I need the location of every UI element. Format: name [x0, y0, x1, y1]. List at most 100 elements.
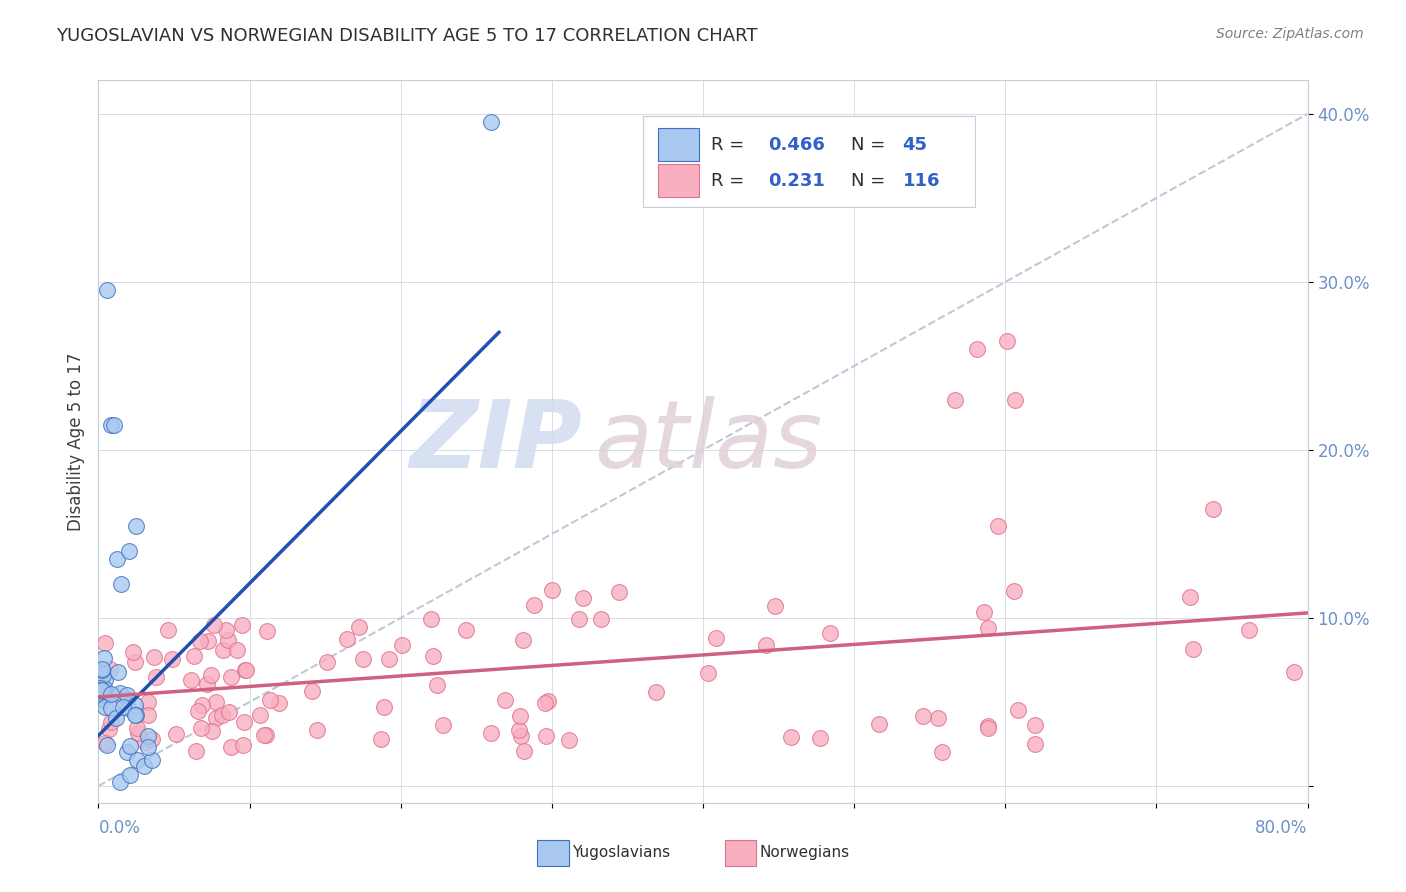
Point — [426, 677, 449, 691]
Point — [205, 695, 228, 709]
Point — [90, 692, 112, 706]
Y-axis label: Disability Age 5 to 17: Disability Age 5 to 17 — [66, 352, 84, 531]
Point — [219, 739, 242, 754]
Point — [508, 723, 530, 738]
Point — [420, 612, 443, 626]
Point — [763, 599, 786, 614]
Point — [91, 687, 114, 701]
Point — [820, 625, 842, 640]
Point — [370, 732, 392, 747]
Point — [93, 673, 115, 688]
Point — [534, 729, 557, 743]
Point — [100, 714, 122, 729]
Text: 80.0%: 80.0% — [1256, 819, 1308, 837]
Point — [973, 605, 995, 619]
Point — [136, 729, 159, 743]
Point — [105, 710, 128, 724]
Point — [205, 711, 228, 725]
Point — [995, 334, 1018, 348]
Text: 116: 116 — [903, 172, 941, 190]
Text: 45: 45 — [903, 136, 928, 154]
Point — [927, 711, 949, 725]
Point — [89, 683, 111, 698]
Point — [89, 667, 111, 681]
Point — [108, 774, 131, 789]
Point — [696, 665, 718, 680]
Point — [105, 552, 128, 566]
Point — [145, 669, 167, 683]
Point — [110, 577, 132, 591]
Point — [808, 731, 831, 746]
Point — [115, 745, 138, 759]
Point — [141, 732, 163, 747]
Point — [91, 662, 114, 676]
Point — [89, 681, 111, 695]
Point — [125, 707, 148, 722]
Point — [212, 643, 235, 657]
Text: ZIP: ZIP — [409, 395, 582, 488]
Point — [352, 652, 374, 666]
Point — [121, 645, 143, 659]
Point — [704, 631, 727, 645]
Point — [568, 612, 591, 626]
Point — [509, 709, 531, 723]
Point — [422, 649, 444, 664]
Point — [93, 681, 115, 696]
Point — [235, 663, 257, 677]
Point — [607, 584, 630, 599]
Point — [977, 718, 1000, 732]
Point — [494, 692, 516, 706]
Point — [235, 663, 257, 677]
Point — [254, 728, 277, 742]
Point — [134, 734, 156, 748]
Point — [1007, 703, 1029, 717]
Point — [591, 612, 613, 626]
Point — [1004, 392, 1026, 407]
Point — [94, 699, 117, 714]
Point — [336, 632, 359, 646]
Point — [127, 726, 149, 740]
Text: Source: ZipAtlas.com: Source: ZipAtlas.com — [1216, 27, 1364, 41]
Point — [118, 543, 141, 558]
Point — [218, 705, 240, 719]
Point — [202, 618, 225, 632]
Point — [100, 701, 122, 715]
Point — [127, 753, 149, 767]
Point — [136, 695, 159, 709]
Text: Yugoslavians: Yugoslavians — [572, 845, 671, 860]
Point — [1004, 584, 1026, 599]
Text: R =: R = — [711, 136, 751, 154]
Point — [226, 643, 249, 657]
Point — [513, 744, 536, 758]
Point — [115, 692, 138, 706]
Point — [188, 633, 211, 648]
Point — [94, 635, 117, 649]
Point — [141, 753, 163, 767]
Point — [253, 728, 276, 742]
Point — [754, 638, 776, 652]
Point — [94, 688, 117, 702]
Point — [90, 683, 112, 698]
Text: 0.466: 0.466 — [768, 136, 825, 154]
Point — [190, 698, 212, 713]
Point — [111, 699, 134, 714]
Text: YUGOSLAVIAN VS NORWEGIAN DISABILITY AGE 5 TO 17 CORRELATION CHART: YUGOSLAVIAN VS NORWEGIAN DISABILITY AGE … — [56, 27, 758, 45]
Point — [1024, 717, 1046, 731]
FancyBboxPatch shape — [658, 128, 699, 161]
Point — [125, 721, 148, 735]
Point — [523, 598, 546, 612]
FancyBboxPatch shape — [643, 117, 976, 207]
Point — [184, 743, 207, 757]
Point — [98, 662, 121, 676]
Point — [249, 707, 271, 722]
Text: N =: N = — [851, 172, 890, 190]
Point — [124, 656, 146, 670]
Point — [454, 623, 477, 637]
FancyBboxPatch shape — [537, 839, 569, 865]
Point — [533, 696, 555, 710]
Point — [943, 392, 966, 407]
Point — [259, 692, 281, 706]
Point — [197, 634, 219, 648]
Point — [512, 632, 534, 647]
Point — [97, 723, 120, 737]
